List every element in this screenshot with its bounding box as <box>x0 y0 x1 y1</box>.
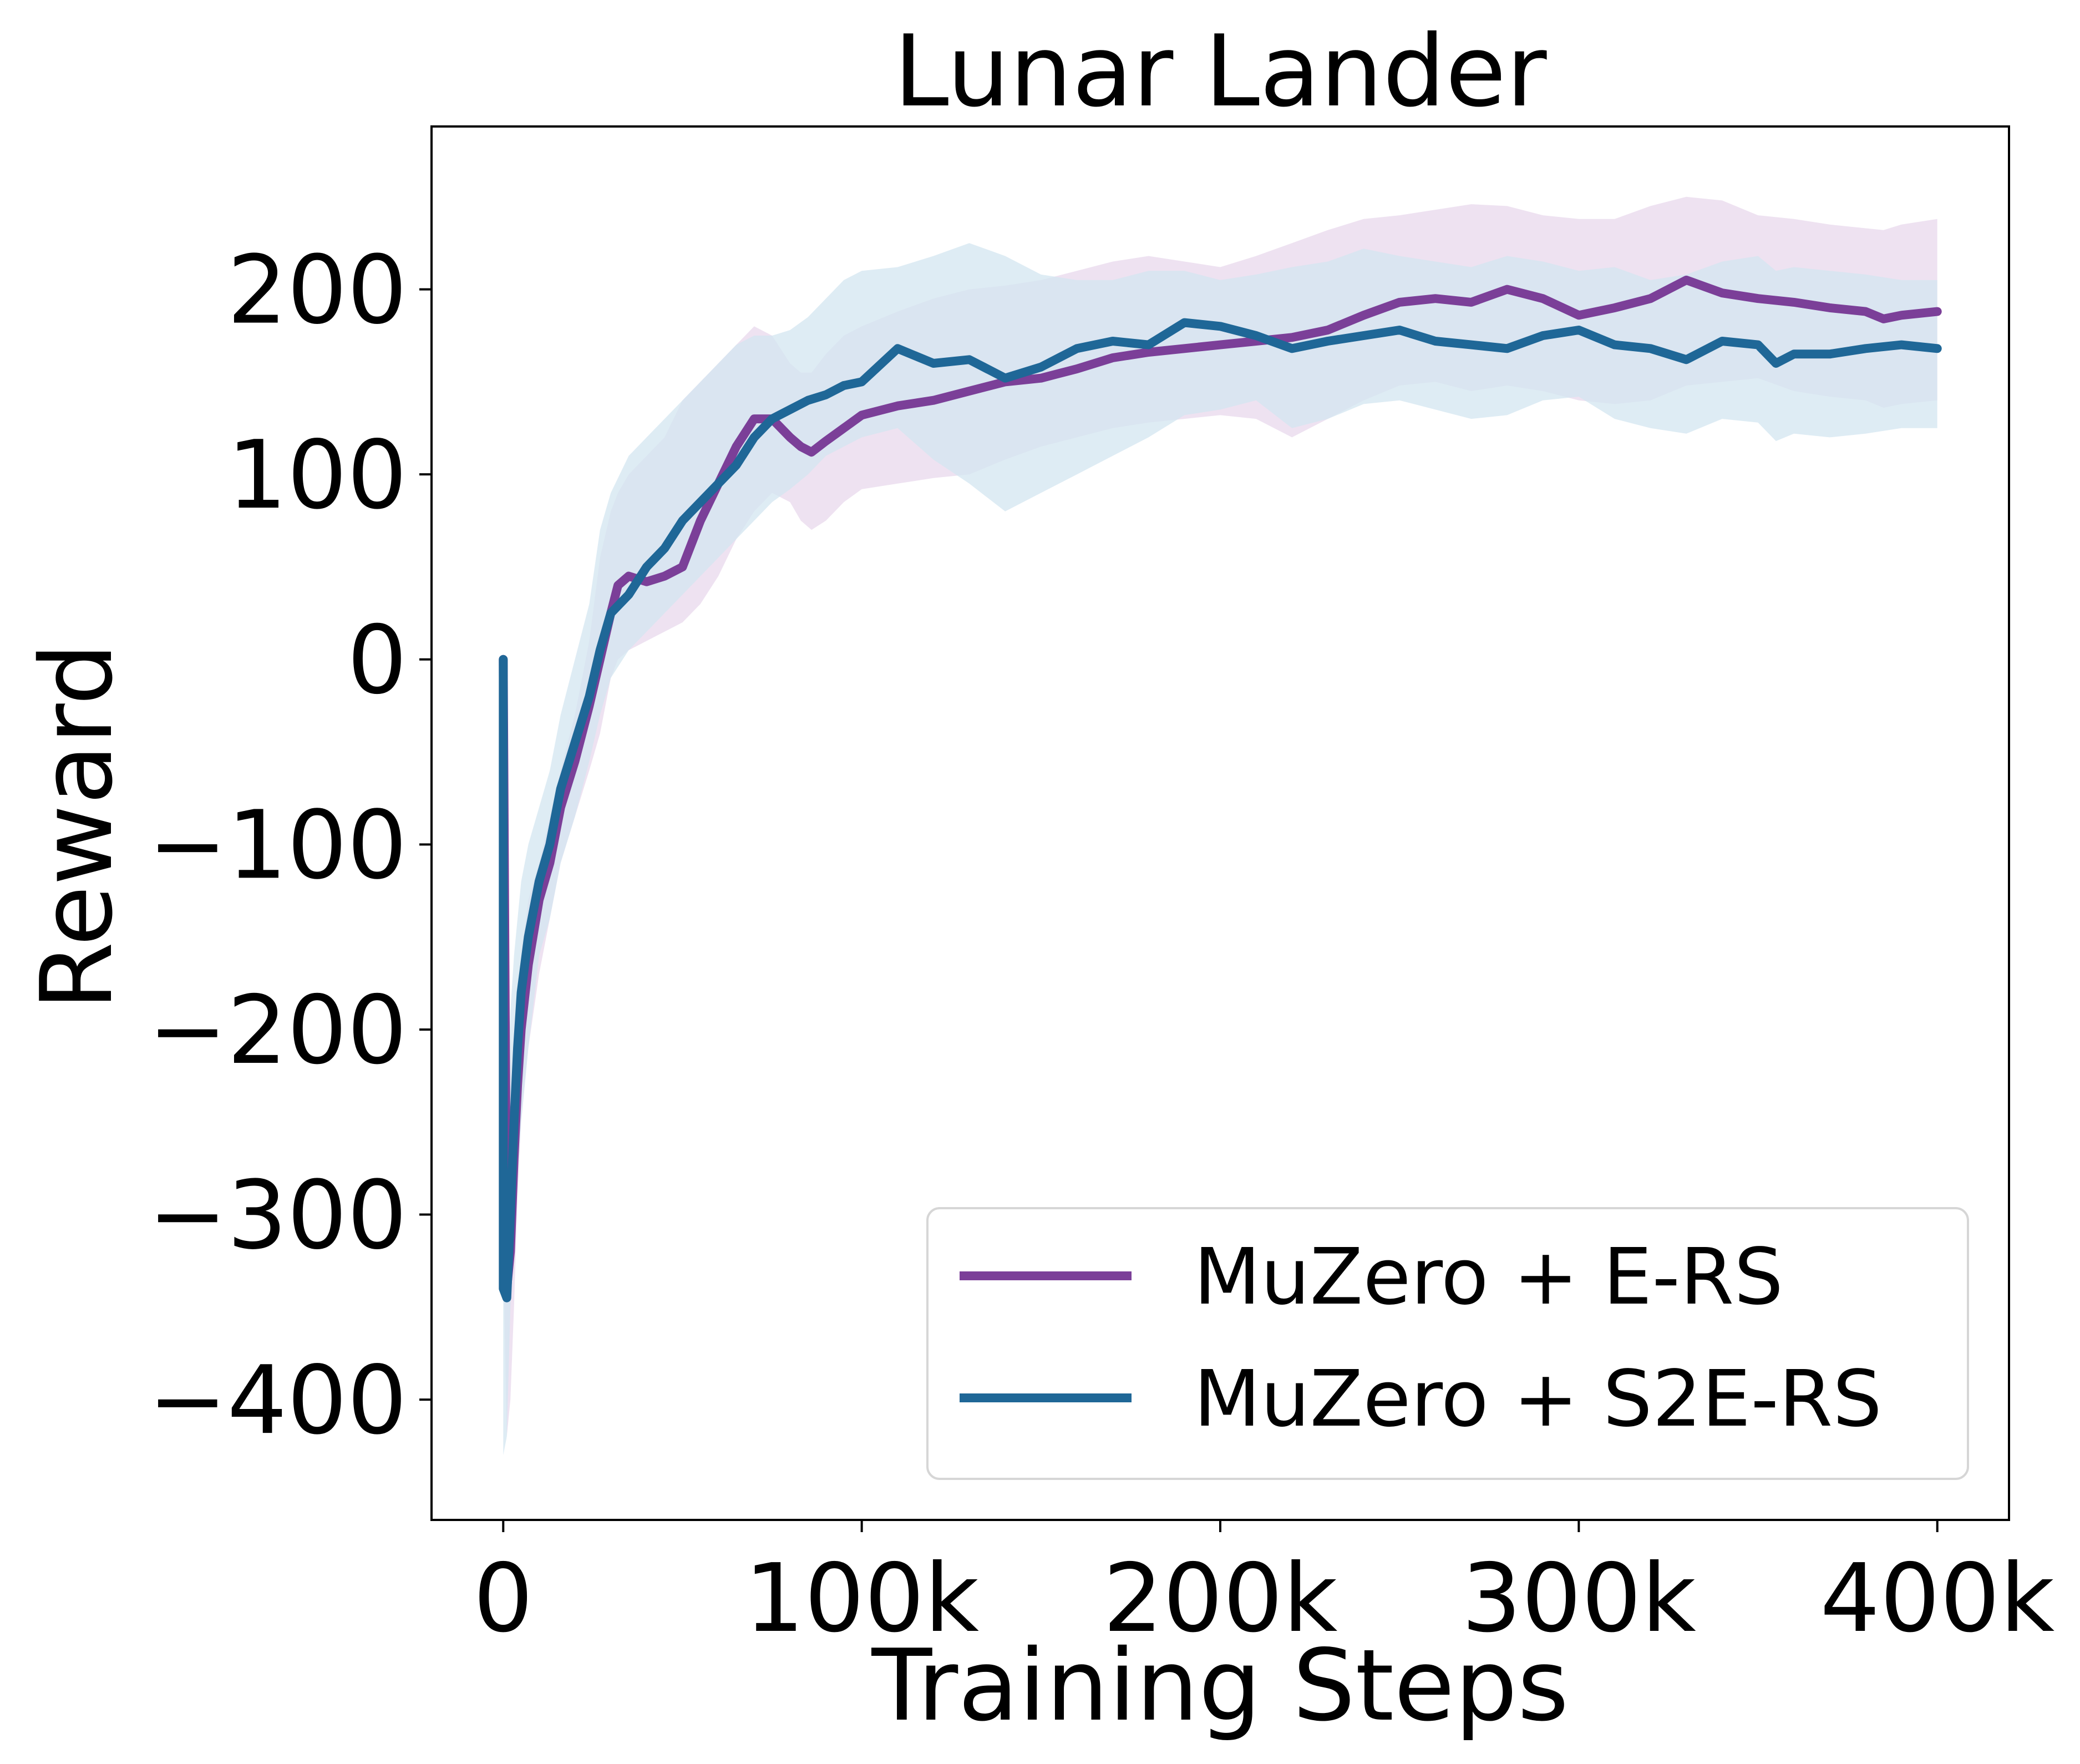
legend-box <box>926 1207 1969 1480</box>
chart-title: Lunar Lander <box>894 14 1547 129</box>
line-muzero-e-rs <box>499 275 1942 1293</box>
y-axis-ticks: −400 −300 −200 −100 0 100 200 <box>148 236 432 1456</box>
y-tick-label: 200 <box>227 236 407 346</box>
series-lines <box>499 275 1942 1302</box>
y-tick-label: −300 <box>148 1161 407 1271</box>
y-tick-label: −200 <box>148 976 407 1086</box>
x-tick-label: 200k <box>1103 1544 1338 1654</box>
x-tick-label: 100k <box>744 1544 979 1654</box>
legend-label-e-rs: MuZero + E-RS <box>1194 1232 1783 1322</box>
y-tick-label: 100 <box>227 420 407 530</box>
x-axis-ticks: 0 100k 200k 300k 400k <box>473 1520 2054 1654</box>
y-tick-label: −400 <box>148 1346 407 1456</box>
line-muzero-s2e-rs <box>499 318 1942 1302</box>
y-tick-label: −100 <box>148 790 407 900</box>
x-axis-label: Training Steps <box>871 1628 1569 1743</box>
legend: MuZero + E-RS MuZero + S2E-RS <box>926 1207 1969 1480</box>
x-tick-label: 0 <box>473 1544 533 1654</box>
band-muzero-s2e-rs <box>503 243 1937 1456</box>
x-tick-label: 400k <box>1820 1544 2054 1654</box>
y-tick-label: 0 <box>347 606 407 716</box>
confidence-bands <box>503 196 1937 1456</box>
x-tick-label: 300k <box>1462 1544 1696 1654</box>
legend-label-s2e-rs: MuZero + S2E-RS <box>1194 1354 1882 1444</box>
y-axis-label: Reward <box>19 643 134 1011</box>
